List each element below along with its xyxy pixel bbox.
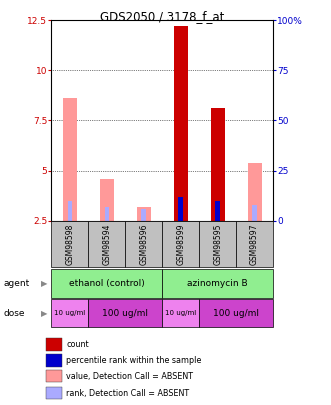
Text: azinomycin B: azinomycin B: [187, 279, 248, 288]
Text: 100 ug/ml: 100 ug/ml: [102, 309, 148, 318]
Bar: [68, 201, 72, 221]
Text: GSM98599: GSM98599: [176, 223, 185, 265]
Bar: [178, 197, 183, 221]
Bar: [46, 370, 62, 382]
Text: 10 ug/ml: 10 ug/ml: [54, 310, 85, 316]
Text: ▶: ▶: [41, 279, 48, 288]
Text: GSM98597: GSM98597: [250, 223, 259, 265]
Bar: [51, 221, 88, 267]
Bar: [46, 339, 62, 351]
Bar: [46, 354, 62, 367]
Bar: [137, 207, 151, 221]
Bar: [46, 387, 62, 399]
Bar: [105, 207, 109, 221]
Text: GDS2050 / 3178_f_at: GDS2050 / 3178_f_at: [100, 10, 224, 23]
Bar: [211, 109, 225, 221]
Text: value, Detection Call = ABSENT: value, Detection Call = ABSENT: [66, 371, 193, 381]
Text: ▶: ▶: [41, 309, 48, 318]
Text: 100 ug/ml: 100 ug/ml: [213, 309, 259, 318]
Bar: [125, 221, 162, 267]
Text: ethanol (control): ethanol (control): [69, 279, 145, 288]
Bar: [162, 221, 199, 267]
Bar: [162, 299, 199, 327]
Bar: [215, 201, 220, 221]
Text: rank, Detection Call = ABSENT: rank, Detection Call = ABSENT: [66, 388, 189, 398]
Text: agent: agent: [3, 279, 29, 288]
Text: GSM98596: GSM98596: [139, 223, 148, 265]
Bar: [141, 209, 146, 221]
Bar: [248, 162, 261, 221]
Text: 10 ug/ml: 10 ug/ml: [165, 310, 196, 316]
Bar: [63, 98, 77, 221]
Text: GSM98598: GSM98598: [65, 223, 74, 265]
Bar: [100, 179, 114, 221]
Bar: [51, 269, 162, 298]
Bar: [162, 269, 273, 298]
Bar: [174, 26, 188, 221]
Bar: [199, 299, 273, 327]
Bar: [51, 299, 88, 327]
Bar: [236, 221, 273, 267]
Bar: [88, 221, 125, 267]
Bar: [88, 299, 162, 327]
Text: percentile rank within the sample: percentile rank within the sample: [66, 356, 202, 365]
Text: GSM98595: GSM98595: [213, 223, 222, 265]
Text: count: count: [66, 340, 89, 350]
Text: GSM98594: GSM98594: [102, 223, 111, 265]
Text: dose: dose: [3, 309, 25, 318]
Bar: [199, 221, 236, 267]
Bar: [252, 205, 257, 221]
